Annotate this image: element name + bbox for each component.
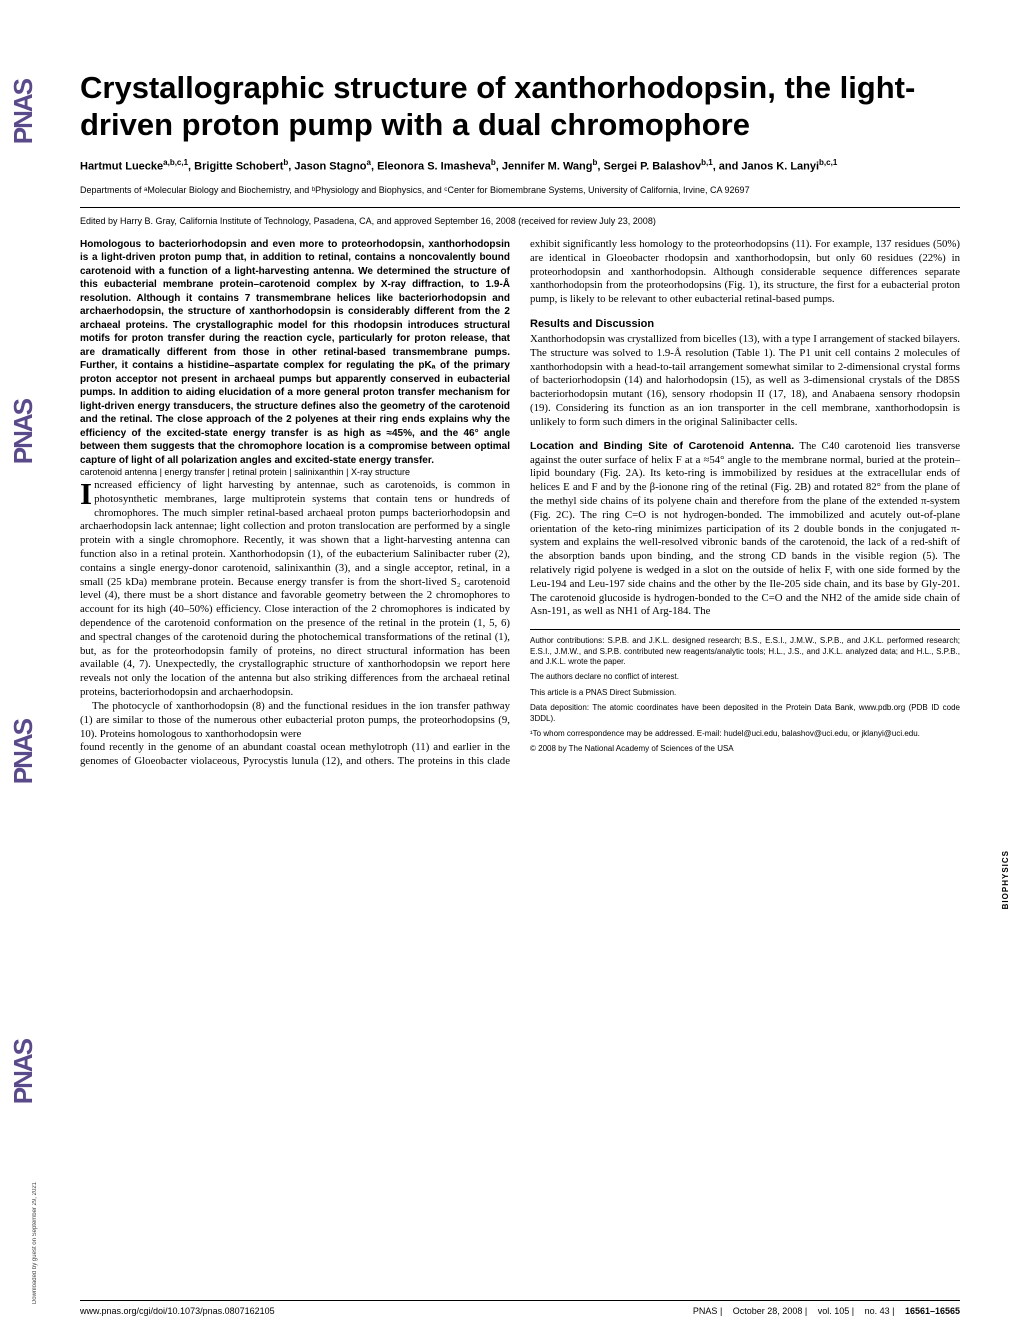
journal-sidebar: PNAS PNAS PNAS PNAS Downloaded by guest … xyxy=(0,0,48,1344)
divider xyxy=(80,207,960,208)
keywords: carotenoid antenna | energy transfer | r… xyxy=(80,467,510,479)
footer-vol: vol. 105 xyxy=(818,1306,850,1316)
edited-by: Edited by Harry B. Gray, California Inst… xyxy=(80,216,960,226)
intro-paragraph: The photocycle of xanthorhodopsin (8) an… xyxy=(80,700,510,741)
section-heading: Results and Discussion xyxy=(530,317,960,331)
article-title: Crystallographic structure of xanthorhod… xyxy=(80,70,960,143)
footer-journal: PNAS xyxy=(693,1306,718,1316)
run-in-heading: Location and Binding Site of Carotenoid … xyxy=(530,440,794,452)
dropcap: I xyxy=(80,479,94,507)
author-list: Hartmut Lueckea,b,c,1, Brigitte Schobert… xyxy=(80,157,960,175)
two-column-body: Homologous to bacteriorhodopsin and even… xyxy=(80,238,960,769)
intro-paragraph: Increased efficiency of light harvesting… xyxy=(80,479,510,700)
pnas-logo: PNAS xyxy=(8,1040,44,1104)
footer-issue: no. 43 xyxy=(865,1306,890,1316)
author-contributions: Author contributions: S.P.B. and J.K.L. … xyxy=(530,636,960,667)
page-footer: www.pnas.org/cgi/doi/10.1073/pnas.080716… xyxy=(80,1300,960,1316)
pnas-logo: PNAS xyxy=(8,400,44,464)
pnas-logo: PNAS xyxy=(8,80,44,144)
section-tab: BIOPHYSICS xyxy=(1001,850,1010,909)
footnotes-block: Author contributions: S.P.B. and J.K.L. … xyxy=(530,629,960,755)
conflict-statement: The authors declare no conflict of inter… xyxy=(530,672,960,682)
download-note: Downloaded by guest on September 29, 202… xyxy=(32,1182,38,1304)
location-text: The C40 carotenoid lies transverse again… xyxy=(530,440,960,618)
footer-pages: 16561–16565 xyxy=(905,1306,960,1316)
footer-doi: www.pnas.org/cgi/doi/10.1073/pnas.080716… xyxy=(80,1306,275,1316)
data-deposition: Data deposition: The atomic coordinates … xyxy=(530,703,960,724)
footer-date: October 28, 2008 xyxy=(733,1306,803,1316)
direct-submission: This article is a PNAS Direct Submission… xyxy=(530,688,960,698)
affiliations: Departments of ᵃMolecular Biology and Bi… xyxy=(80,185,960,197)
article-page: Crystallographic structure of xanthorhod… xyxy=(80,70,960,769)
copyright: © 2008 by The National Academy of Scienc… xyxy=(530,744,960,754)
correspondence: ¹To whom correspondence may be addressed… xyxy=(530,729,960,739)
footer-citation: PNAS | October 28, 2008 | vol. 105 | no.… xyxy=(685,1306,960,1316)
results-paragraph: Xanthorhodopsin was crystallized from bi… xyxy=(530,333,960,430)
pnas-logo: PNAS xyxy=(8,720,44,784)
intro-text: ncreased efficiency of light harvesting … xyxy=(80,479,510,698)
abstract: Homologous to bacteriorhodopsin and even… xyxy=(80,238,510,468)
subsection-paragraph: Location and Binding Site of Carotenoid … xyxy=(530,440,960,620)
